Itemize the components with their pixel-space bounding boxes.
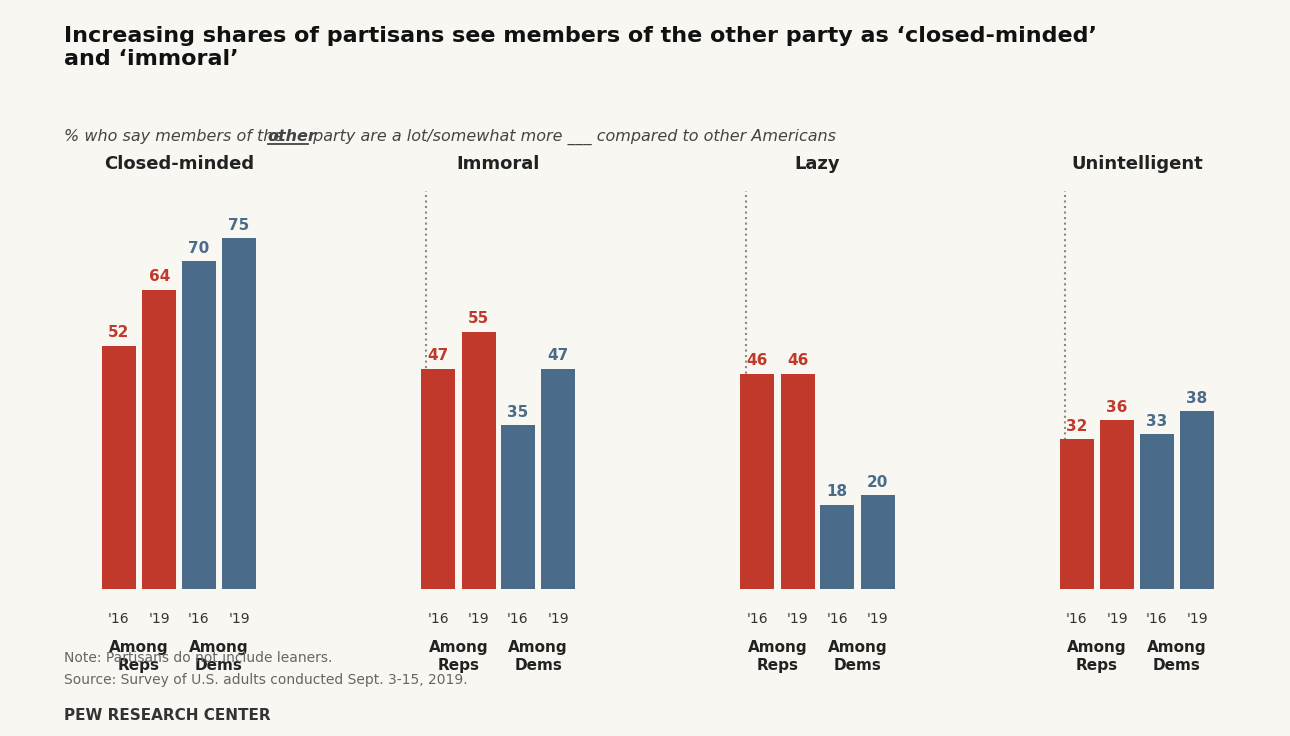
Bar: [501, 425, 535, 589]
Text: '16: '16: [747, 612, 769, 626]
Text: '16: '16: [427, 612, 449, 626]
Text: '16: '16: [188, 612, 209, 626]
Text: '19: '19: [148, 612, 170, 626]
Bar: [820, 505, 854, 589]
Text: PEW RESEARCH CENTER: PEW RESEARCH CENTER: [64, 708, 271, 723]
Text: 47: 47: [427, 348, 449, 364]
Text: 47: 47: [548, 348, 569, 364]
Text: 70: 70: [188, 241, 209, 256]
Text: 64: 64: [148, 269, 170, 284]
Bar: [542, 369, 575, 589]
Bar: [860, 495, 895, 589]
Bar: [1139, 434, 1174, 589]
Bar: [740, 374, 774, 589]
Text: 32: 32: [1066, 419, 1087, 434]
Text: Note: Partisans do not include leaners.: Note: Partisans do not include leaners.: [64, 651, 333, 665]
Bar: [780, 374, 815, 589]
Text: Increasing shares of partisans see members of the other party as ‘closed-minded’: Increasing shares of partisans see membe…: [64, 26, 1098, 69]
Text: 35: 35: [507, 405, 529, 420]
Text: '16: '16: [827, 612, 848, 626]
Text: '19: '19: [228, 612, 250, 626]
Text: Among
Dems: Among Dems: [190, 640, 249, 673]
Bar: [1059, 439, 1094, 589]
Bar: [142, 289, 177, 589]
Text: 36: 36: [1107, 400, 1127, 415]
Text: '19: '19: [787, 612, 809, 626]
Bar: [182, 261, 215, 589]
Text: 33: 33: [1146, 414, 1167, 429]
Text: Among
Reps: Among Reps: [1067, 640, 1126, 673]
Text: Lazy: Lazy: [795, 155, 840, 173]
Text: Among
Reps: Among Reps: [110, 640, 169, 673]
Text: other: other: [268, 129, 316, 144]
Text: 75: 75: [228, 218, 250, 233]
Bar: [1100, 420, 1134, 589]
Text: Immoral: Immoral: [457, 155, 541, 173]
Text: party are a lot/somewhat more ___ compared to other Americans: party are a lot/somewhat more ___ compar…: [308, 129, 836, 145]
Bar: [1180, 411, 1214, 589]
Text: Among
Reps: Among Reps: [428, 640, 488, 673]
Bar: [102, 346, 135, 589]
Bar: [222, 238, 257, 589]
Text: Closed-minded: Closed-minded: [104, 155, 254, 173]
Text: '16: '16: [1066, 612, 1087, 626]
Text: 38: 38: [1187, 391, 1207, 406]
Text: % who say members of the: % who say members of the: [64, 129, 289, 144]
Text: '19: '19: [1107, 612, 1127, 626]
Text: '19: '19: [547, 612, 569, 626]
Text: 46: 46: [787, 353, 809, 368]
Text: '19: '19: [468, 612, 489, 626]
Text: '16: '16: [1146, 612, 1167, 626]
Text: 52: 52: [108, 325, 129, 340]
Text: Among
Dems: Among Dems: [508, 640, 568, 673]
Text: 55: 55: [468, 311, 489, 326]
Text: '16: '16: [108, 612, 129, 626]
Text: Among
Dems: Among Dems: [1147, 640, 1206, 673]
Text: 20: 20: [867, 475, 889, 489]
Text: Unintelligent: Unintelligent: [1071, 155, 1202, 173]
Text: Among
Reps: Among Reps: [748, 640, 808, 673]
Text: 18: 18: [827, 484, 848, 499]
Text: Source: Survey of U.S. adults conducted Sept. 3-15, 2019.: Source: Survey of U.S. adults conducted …: [64, 673, 468, 687]
Text: Among
Dems: Among Dems: [828, 640, 888, 673]
Text: '16: '16: [507, 612, 529, 626]
Text: '19: '19: [867, 612, 889, 626]
Text: 46: 46: [747, 353, 768, 368]
Bar: [462, 332, 495, 589]
Bar: [421, 369, 455, 589]
Text: '19: '19: [1187, 612, 1207, 626]
